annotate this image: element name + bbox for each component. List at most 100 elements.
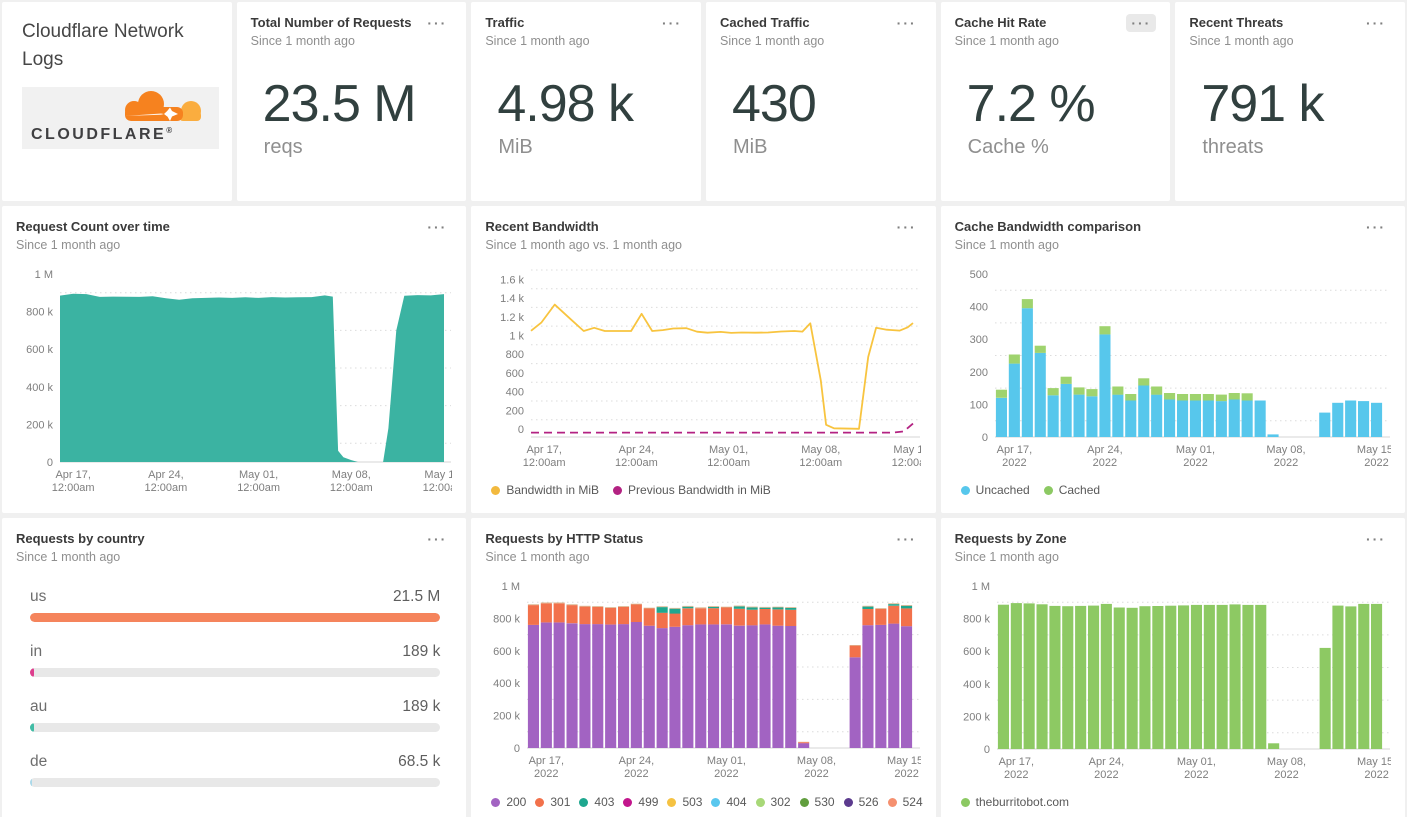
legend-item-503[interactable]: 503 [667,795,702,809]
legend-dot-icon [1043,485,1053,495]
panel-menu-icon[interactable]: ··· [1366,531,1386,547]
stat-unit: MiB [733,136,768,158]
country-bar-track [30,668,441,677]
panel-subtitle: Since 1 month ago [485,33,590,48]
legend-item-uncached[interactable]: Uncached [960,483,1030,497]
country-label: us [30,588,47,605]
legend-label: 526 [858,795,879,809]
panel-subtitle: Since 1 month ago [16,237,121,252]
panel-menu-icon[interactable]: ··· [1366,219,1386,235]
legend-label: 404 [726,795,747,809]
country-bar-fill [30,778,33,787]
panel-title: Total Number of Requests [250,15,412,30]
svg-text:2022: 2022 [1183,457,1207,469]
panel-subtitle: Since 1 month ago [1189,33,1294,48]
legend-item-499[interactable]: 499 [623,795,658,809]
svg-text:May 01,: May 01, [239,469,278,481]
legend-item-200[interactable]: 200 [491,795,526,809]
zone-legend: theburritobot.com [955,791,1391,813]
legend-item-530[interactable]: 530 [799,795,835,809]
svg-text:200: 200 [506,405,524,417]
legend-label: 302 [770,795,791,809]
svg-text:May 08,: May 08, [1266,444,1305,456]
svg-text:800 k: 800 k [493,613,520,625]
legend-item-301[interactable]: 301 [535,795,570,809]
http-status-legend: 200 301 403 499 503 404 302 530 526 524 [485,791,923,813]
svg-text:2022: 2022 [805,768,829,780]
requests-by-zone-panel: Requests by Zone Since 1 month ago ··· 0… [940,518,1405,817]
svg-text:12:00am: 12:00am [144,482,187,494]
legend-item-previous-bandwidth-in-mib[interactable]: Previous Bandwidth in MiB [613,483,771,497]
svg-text:May 15,: May 15, [1357,756,1391,768]
panel-subtitle: Since 1 month ago [16,549,121,564]
svg-text:800: 800 [506,349,524,361]
svg-text:Apr 17,: Apr 17, [527,444,562,456]
panel-menu-icon[interactable]: ··· [1366,15,1386,31]
legend-item-403[interactable]: 403 [579,795,614,809]
svg-text:Apr 24,: Apr 24, [619,444,654,456]
panel-title: Requests by Zone [954,531,1067,546]
panel-title: Requests by country [16,531,145,546]
country-bar-list: us 21.5 M in 189 k au 189 k de 68.5 k [30,588,441,808]
legend-label: 301 [550,795,571,809]
panel-title: Traffic [485,15,525,30]
svg-text:0: 0 [984,744,990,756]
stat-unit: reqs [263,136,303,158]
legend-label: Uncached [975,483,1030,497]
legend-dot-icon [960,797,970,807]
stat-panel-traffic: Traffic Since 1 month ago ··· 4.98 k MiB [471,2,701,201]
legend-label: 499 [638,795,659,809]
svg-text:200 k: 200 k [493,711,520,723]
panel-menu-icon[interactable]: ··· [896,15,917,31]
svg-text:Apr 24,: Apr 24, [1088,756,1123,768]
panel-menu-icon[interactable]: ··· [427,219,448,235]
country-row-au: au 189 k [30,698,441,732]
svg-text:Apr 17,: Apr 17, [996,444,1031,456]
svg-text:May 08,: May 08, [332,469,371,481]
cache-bandwidth-chart: 0 100 200 300 400 500 Apr 17, 2022 Apr 24, 2022 Ma… [955,260,1395,475]
svg-text:100: 100 [969,399,987,411]
panel-menu-icon[interactable]: ··· [662,15,682,31]
legend-item-theburritobot-com[interactable]: theburritobot.com [960,795,1069,809]
panel-menu-icon[interactable]: ··· [427,531,448,547]
country-bar-track [30,723,441,732]
svg-text:May 08,: May 08, [802,444,841,456]
legend-dot-icon [491,797,501,807]
country-value: 189 k [402,643,441,660]
svg-text:600 k: 600 k [493,646,520,658]
stat-unit: threats [1202,136,1264,158]
legend-item-524[interactable]: 524 [887,795,923,809]
legend-item-526[interactable]: 526 [843,795,879,809]
svg-text:2022: 2022 [1364,769,1388,781]
legend-dot-icon [613,485,623,495]
legend-item-302[interactable]: 302 [755,795,791,809]
panel-menu-icon[interactable]: ··· [896,531,917,547]
country-bar-fill [30,613,441,622]
panel-menu-icon[interactable]: ··· [896,219,917,235]
country-label: in [30,643,43,660]
country-label: de [30,753,48,770]
cloudflare-wordmark: CLOUDFLARE® [31,126,175,144]
svg-text:May 15,: May 15, [424,469,452,481]
legend-item-404[interactable]: 404 [711,795,747,809]
legend-item-bandwidth-in-mib[interactable]: Bandwidth in MiB [491,483,599,497]
recent-bandwidth-chart: 0 200 400 600 800 1 k 1.2 k 1.4 k 1.6 k Apr 17, 12… [485,260,935,475]
legend-dot-icon [579,797,589,807]
panel-menu-icon[interactable]: ··· [427,15,448,31]
country-value: 189 k [402,698,441,715]
svg-text:Apr 24,: Apr 24, [1087,444,1122,456]
panel-menu-icon[interactable]: ··· [1126,14,1157,32]
svg-text:400 k: 400 k [26,382,53,394]
chart-row-2: Requests by country Since 1 month ago ··… [2,518,1405,817]
svg-text:800 k: 800 k [963,614,990,626]
legend-item-cached[interactable]: Cached [1043,483,1100,497]
svg-text:0: 0 [514,743,520,755]
svg-text:1.4 k: 1.4 k [500,293,524,305]
panel-subtitle: Since 1 month ago vs. 1 month ago [485,237,682,252]
